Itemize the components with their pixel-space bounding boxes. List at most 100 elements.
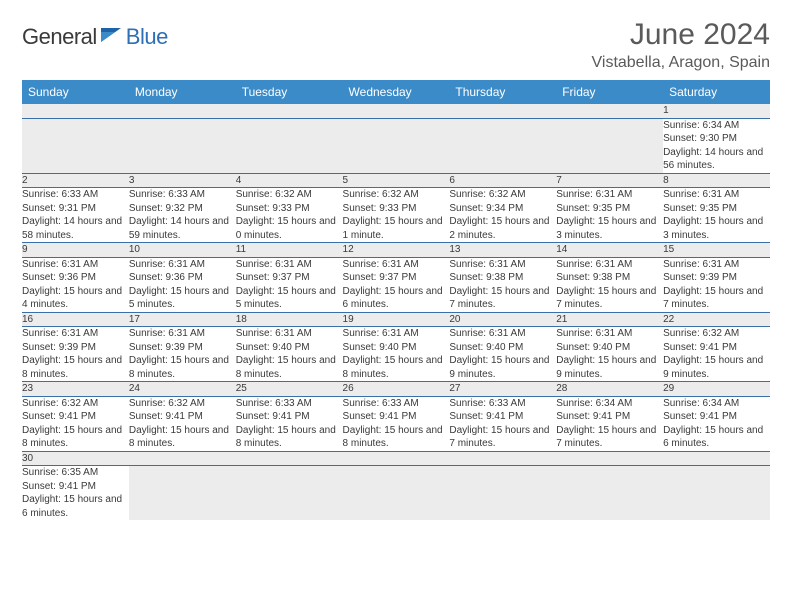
day-number-cell: 10 [129,243,236,258]
sunset-text: Sunset: 9:41 PM [663,410,770,424]
day-number-cell: 30 [22,451,129,466]
sunset-text: Sunset: 9:37 PM [236,271,343,285]
daylight-text: Daylight: 15 hours and 8 minutes. [22,354,129,381]
daylight-text: Daylight: 15 hours and 5 minutes. [129,285,236,312]
day-detail-cell: Sunrise: 6:34 AMSunset: 9:41 PMDaylight:… [663,396,770,451]
sunrise-text: Sunrise: 6:31 AM [556,188,663,202]
sunset-text: Sunset: 9:35 PM [663,202,770,216]
sunrise-text: Sunrise: 6:34 AM [663,119,770,133]
day-detail-cell [343,118,450,173]
sunset-text: Sunset: 9:41 PM [449,410,556,424]
sunrise-text: Sunrise: 6:32 AM [449,188,556,202]
day-number-cell: 5 [343,173,450,188]
day-detail-cell [236,118,343,173]
day-detail-cell: Sunrise: 6:34 AMSunset: 9:41 PMDaylight:… [556,396,663,451]
day-number-cell: 4 [236,173,343,188]
sunrise-text: Sunrise: 6:31 AM [556,327,663,341]
sunrise-text: Sunrise: 6:31 AM [22,327,129,341]
day-detail-cell [22,118,129,173]
day-number-cell: 3 [129,173,236,188]
day-detail-cell: Sunrise: 6:31 AMSunset: 9:35 PMDaylight:… [556,188,663,243]
sunset-text: Sunset: 9:32 PM [129,202,236,216]
day-detail-cell: Sunrise: 6:31 AMSunset: 9:40 PMDaylight:… [556,327,663,382]
day-detail-cell [556,118,663,173]
sunrise-text: Sunrise: 6:31 AM [663,258,770,272]
sunrise-text: Sunrise: 6:31 AM [129,327,236,341]
sunrise-text: Sunrise: 6:33 AM [343,397,450,411]
day-header: Wednesday [343,80,450,104]
day-detail-cell: Sunrise: 6:33 AMSunset: 9:41 PMDaylight:… [236,396,343,451]
day-header: Thursday [449,80,556,104]
day-number-cell [449,451,556,466]
day-number-cell: 6 [449,173,556,188]
sunrise-text: Sunrise: 6:33 AM [129,188,236,202]
day-detail-cell: Sunrise: 6:31 AMSunset: 9:38 PMDaylight:… [556,257,663,312]
day-number-cell: 18 [236,312,343,327]
sunset-text: Sunset: 9:40 PM [556,341,663,355]
day-header: Sunday [22,80,129,104]
day-detail-cell: Sunrise: 6:31 AMSunset: 9:40 PMDaylight:… [236,327,343,382]
sunset-text: Sunset: 9:41 PM [22,480,129,494]
sunset-text: Sunset: 9:35 PM [556,202,663,216]
day-detail-cell: Sunrise: 6:32 AMSunset: 9:41 PMDaylight:… [129,396,236,451]
sunrise-text: Sunrise: 6:31 AM [236,327,343,341]
sunrise-text: Sunrise: 6:32 AM [22,397,129,411]
daylight-text: Daylight: 15 hours and 8 minutes. [236,354,343,381]
day-number-cell [343,451,450,466]
sunset-text: Sunset: 9:38 PM [449,271,556,285]
day-detail-cell: Sunrise: 6:31 AMSunset: 9:37 PMDaylight:… [236,257,343,312]
sunset-text: Sunset: 9:40 PM [343,341,450,355]
sunset-text: Sunset: 9:36 PM [129,271,236,285]
sunrise-text: Sunrise: 6:31 AM [343,258,450,272]
location-label: Vistabella, Aragon, Spain [592,54,771,72]
daylight-text: Daylight: 15 hours and 7 minutes. [556,424,663,451]
sunset-text: Sunset: 9:31 PM [22,202,129,216]
brand-part1: General [22,24,97,50]
sunrise-text: Sunrise: 6:31 AM [556,258,663,272]
daylight-text: Daylight: 15 hours and 8 minutes. [129,354,236,381]
day-number-cell: 16 [22,312,129,327]
day-detail-cell: Sunrise: 6:33 AMSunset: 9:32 PMDaylight:… [129,188,236,243]
sunrise-text: Sunrise: 6:32 AM [343,188,450,202]
daylight-text: Daylight: 15 hours and 3 minutes. [663,215,770,242]
day-header: Monday [129,80,236,104]
day-detail-cell: Sunrise: 6:33 AMSunset: 9:41 PMDaylight:… [343,396,450,451]
sunrise-text: Sunrise: 6:31 AM [663,188,770,202]
day-detail-cell: Sunrise: 6:31 AMSunset: 9:39 PMDaylight:… [22,327,129,382]
daylight-text: Daylight: 15 hours and 3 minutes. [556,215,663,242]
sunset-text: Sunset: 9:33 PM [343,202,450,216]
sunrise-text: Sunrise: 6:32 AM [129,397,236,411]
day-detail-cell [556,466,663,521]
day-number-cell [556,104,663,118]
sunset-text: Sunset: 9:34 PM [449,202,556,216]
daylight-text: Daylight: 14 hours and 59 minutes. [129,215,236,242]
day-detail-cell: Sunrise: 6:31 AMSunset: 9:37 PMDaylight:… [343,257,450,312]
brand-part2: Blue [126,24,168,50]
daylight-text: Daylight: 15 hours and 6 minutes. [343,285,450,312]
day-number-cell: 29 [663,382,770,397]
day-detail-cell [449,118,556,173]
day-detail-cell: Sunrise: 6:31 AMSunset: 9:40 PMDaylight:… [343,327,450,382]
sunset-text: Sunset: 9:37 PM [343,271,450,285]
daylight-text: Daylight: 15 hours and 1 minute. [343,215,450,242]
sunset-text: Sunset: 9:39 PM [22,341,129,355]
daylight-text: Daylight: 15 hours and 0 minutes. [236,215,343,242]
daylight-text: Daylight: 14 hours and 56 minutes. [663,146,770,173]
day-number-cell: 1 [663,104,770,118]
day-detail-cell: Sunrise: 6:31 AMSunset: 9:39 PMDaylight:… [663,257,770,312]
day-detail-cell: Sunrise: 6:33 AMSunset: 9:41 PMDaylight:… [449,396,556,451]
day-number-cell: 2 [22,173,129,188]
sunrise-text: Sunrise: 6:31 AM [22,258,129,272]
daylight-text: Daylight: 15 hours and 8 minutes. [343,354,450,381]
brand-logo: General Blue [22,24,168,50]
day-number-cell: 25 [236,382,343,397]
day-detail-cell: Sunrise: 6:34 AMSunset: 9:30 PMDaylight:… [663,118,770,173]
flag-icon [101,26,123,49]
sunset-text: Sunset: 9:41 PM [129,410,236,424]
day-detail-cell: Sunrise: 6:31 AMSunset: 9:39 PMDaylight:… [129,327,236,382]
sunrise-text: Sunrise: 6:32 AM [236,188,343,202]
daylight-text: Daylight: 15 hours and 8 minutes. [236,424,343,451]
day-number-cell: 8 [663,173,770,188]
sunset-text: Sunset: 9:41 PM [556,410,663,424]
day-number-cell: 11 [236,243,343,258]
